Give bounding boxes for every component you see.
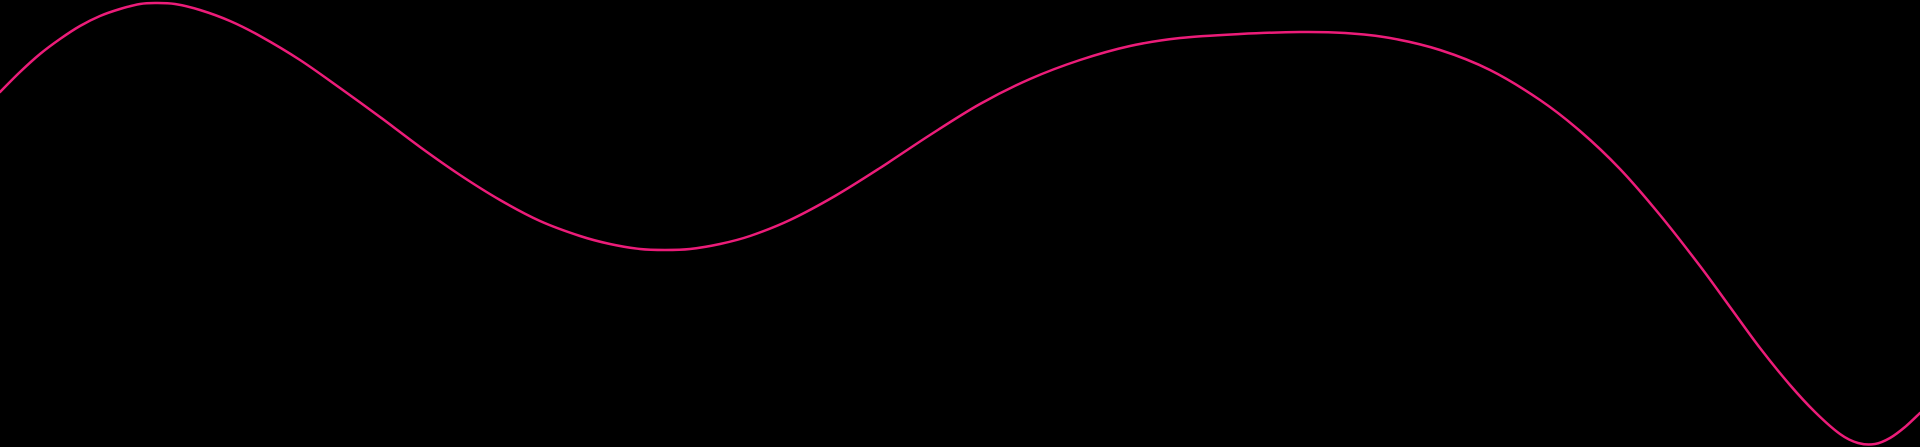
curve-line-series-0 bbox=[0, 1, 1920, 446]
chart-canvas bbox=[0, 0, 1920, 447]
plot-background bbox=[0, 0, 1920, 447]
sine-curve-plot bbox=[0, 0, 1920, 447]
